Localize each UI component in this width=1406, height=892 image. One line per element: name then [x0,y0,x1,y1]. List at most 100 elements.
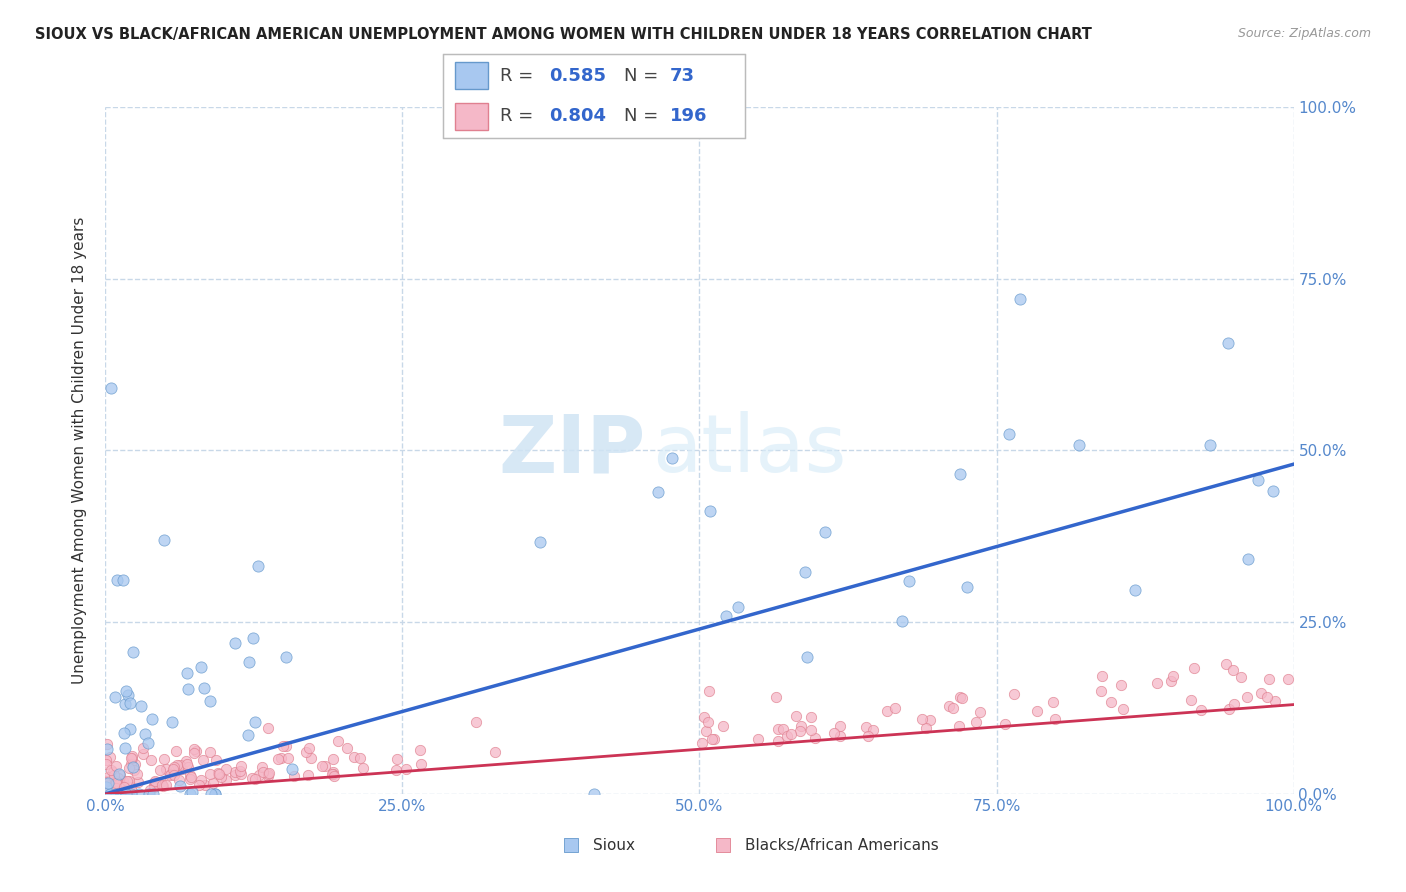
Point [204,787,226,801]
Point [270,751,292,765]
Point [949,467,972,482]
Point [1161,669,1184,683]
Point [179,772,201,786]
Point [772,723,794,737]
Point [997,427,1019,442]
Point [855,720,877,734]
Point [112,773,135,788]
Point [862,723,884,738]
Point [96,773,118,788]
Point [948,719,970,733]
Point [98,749,121,764]
Point [647,484,669,499]
Point [700,732,723,747]
Point [176,756,198,771]
Point [295,745,318,759]
Point [283,769,305,783]
Text: 196: 196 [669,107,707,125]
Point [727,600,749,615]
Point [176,760,198,774]
Point [1236,690,1258,705]
Point [122,764,145,778]
Point [100,380,122,394]
Point [911,712,934,726]
Point [247,768,270,782]
Point [321,767,343,781]
Point [484,745,506,759]
Point [776,729,799,743]
Point [122,645,145,659]
Point [1247,473,1270,487]
Point [128,787,150,801]
Point [183,741,205,756]
Point [153,752,176,766]
Point [127,766,149,780]
Point [918,713,941,727]
Point [143,773,166,788]
Point [96,753,118,767]
Point [120,787,142,801]
Point [1215,657,1237,671]
Point [200,787,222,801]
Point [111,787,134,801]
Point [162,762,184,776]
Point [242,632,264,646]
Point [163,768,186,782]
Point [111,573,134,587]
Point [276,650,298,665]
Point [159,768,181,782]
Point [118,722,141,736]
Point [796,649,818,664]
Point [202,776,225,790]
Point [105,573,128,587]
Point [120,751,142,765]
Point [120,756,142,771]
Point [314,759,336,773]
Point [117,688,139,702]
Point [950,690,973,705]
Point [326,733,349,747]
Point [1160,674,1182,689]
Point [830,729,852,743]
Point [194,778,217,792]
Point [107,771,129,785]
Point [94,786,117,800]
Point [118,773,141,788]
Point [120,780,142,795]
Point [711,719,734,733]
Point [120,696,142,710]
Point [714,608,737,623]
Point [876,704,898,718]
Point [1111,678,1133,692]
Point [129,699,152,714]
Point [94,774,117,789]
Point [118,783,141,797]
Text: Sioux: Sioux [592,838,634,853]
Point [408,743,430,757]
Point [804,731,827,745]
Point [322,765,344,780]
Point [994,717,1017,731]
Point [138,787,160,801]
Point [118,761,141,775]
FancyBboxPatch shape [456,62,488,89]
Point [780,727,803,741]
Point [1277,672,1299,686]
Text: 0.804: 0.804 [548,107,606,125]
Point [190,772,212,787]
Point [105,781,128,796]
Point [104,776,127,790]
Point [169,779,191,793]
Point [172,762,194,776]
Point [1216,336,1239,351]
Point [238,655,260,669]
Point [115,773,138,788]
Point [1146,675,1168,690]
Point [1229,670,1251,684]
Point [274,739,297,754]
Point [149,764,172,778]
Text: 0.585: 0.585 [548,67,606,85]
Point [224,636,246,650]
Point [322,752,344,766]
Point [965,714,987,729]
